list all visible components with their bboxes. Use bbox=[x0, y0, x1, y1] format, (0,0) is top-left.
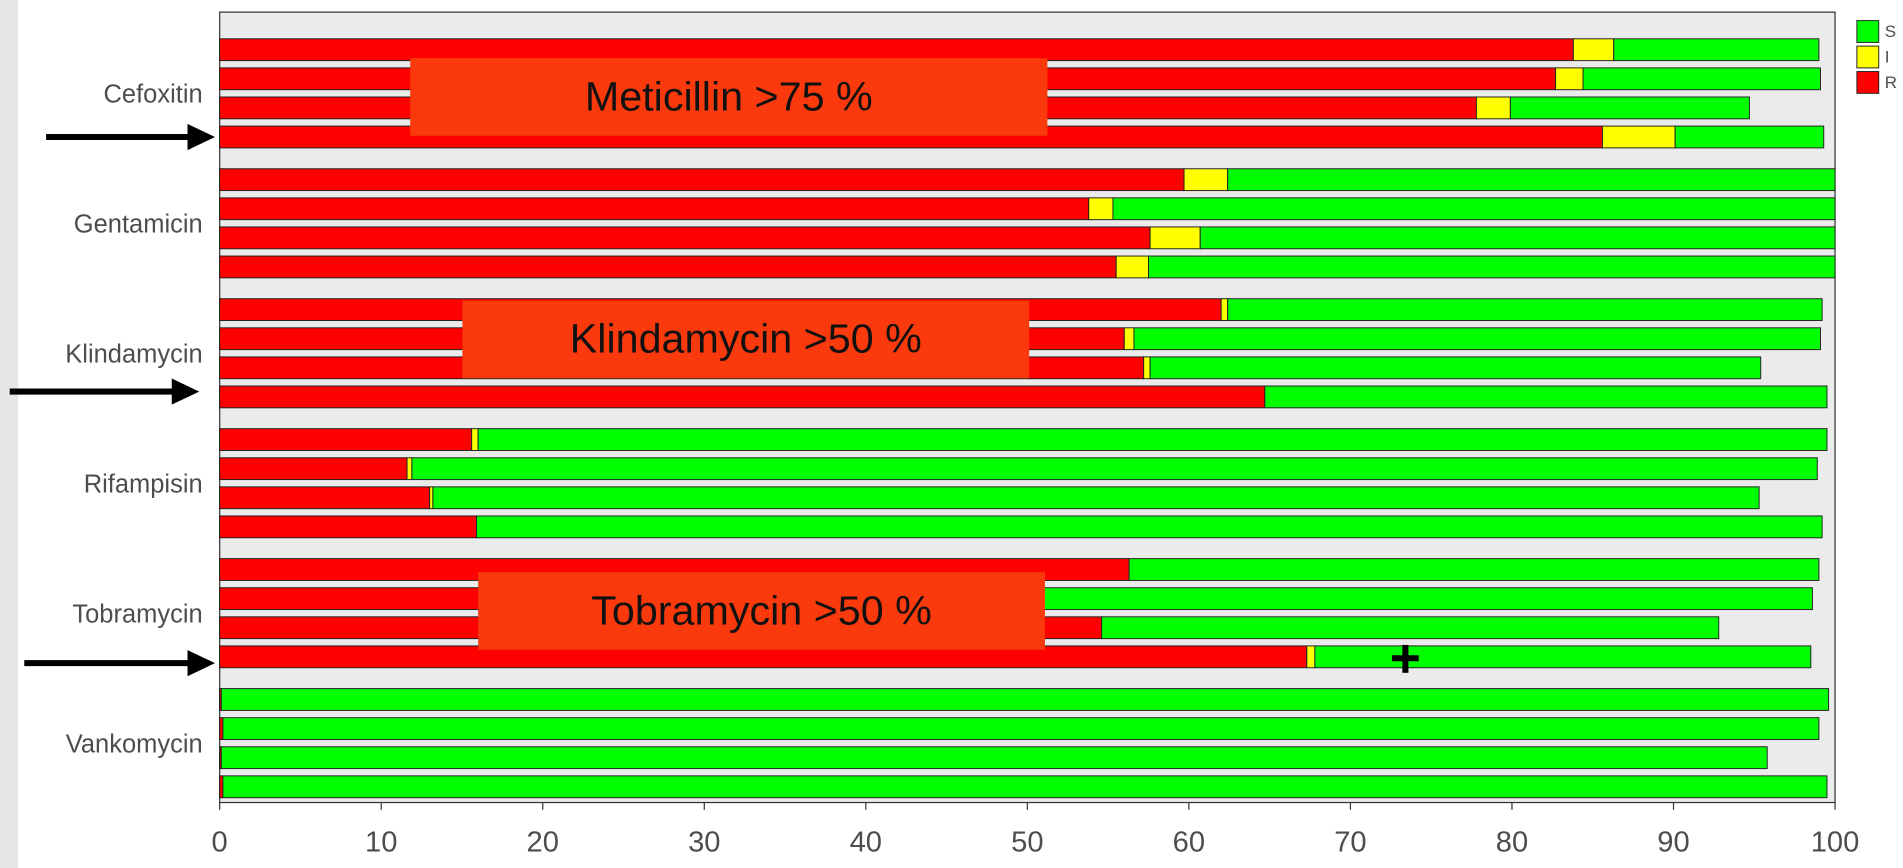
bar-segment bbox=[1314, 645, 1812, 669]
annotation-box bbox=[410, 58, 1048, 136]
bar-segment bbox=[220, 688, 1830, 711]
arrow-head bbox=[187, 650, 216, 677]
bar-segment bbox=[1509, 96, 1750, 120]
bar-segment bbox=[1149, 356, 1762, 380]
y-tick-label: Vankomycin bbox=[66, 730, 203, 758]
x-tick-label: 0 bbox=[212, 826, 228, 858]
bar-segment bbox=[219, 168, 1185, 192]
x-tick-label: 10 bbox=[365, 826, 397, 858]
bar-segment bbox=[477, 428, 1828, 451]
bar-segment bbox=[1149, 226, 1201, 250]
bar-segment bbox=[1128, 558, 1820, 581]
x-tick-label: 60 bbox=[1173, 826, 1205, 858]
legend-label: S bbox=[1885, 22, 1896, 41]
bar-segment bbox=[1582, 67, 1821, 91]
bar-segment bbox=[406, 457, 413, 481]
bar-segment bbox=[1115, 255, 1149, 279]
arrow-head bbox=[187, 123, 216, 151]
legend-swatch bbox=[1856, 45, 1880, 69]
bar-segment bbox=[1183, 168, 1229, 192]
x-tick-label: 100 bbox=[1811, 826, 1860, 858]
bar-segment bbox=[1143, 356, 1151, 380]
bar-segment bbox=[1133, 327, 1821, 351]
bar-segment bbox=[219, 385, 1266, 409]
annotation-box bbox=[462, 300, 1030, 379]
bar-segment bbox=[471, 428, 479, 451]
bar-segment bbox=[1227, 168, 1836, 192]
annotation: Tobramycin >50 % bbox=[591, 587, 932, 633]
bar-segment bbox=[1572, 38, 1615, 62]
arrow-head bbox=[171, 378, 200, 405]
legend-label: I bbox=[1885, 48, 1890, 67]
legend-swatch bbox=[1856, 71, 1880, 94]
bar-segment bbox=[219, 38, 1574, 62]
bar-segment bbox=[1088, 197, 1114, 221]
annotation: Meticillin >75 % bbox=[585, 73, 873, 119]
y-tick-label: Rifampisin bbox=[84, 470, 203, 498]
x-tick-label: 90 bbox=[1657, 826, 1689, 858]
annotation: Klindamycin >50 % bbox=[570, 316, 922, 362]
bar-segment bbox=[219, 515, 477, 539]
bar-segment bbox=[432, 486, 1760, 510]
bar-segment bbox=[220, 746, 1768, 770]
bar-segment bbox=[1148, 255, 1836, 279]
bar-segment bbox=[1199, 226, 1836, 250]
y-tick-label: Gentamicin bbox=[74, 210, 203, 238]
bar-segment bbox=[1123, 327, 1135, 351]
x-tick-label: 70 bbox=[1334, 826, 1366, 858]
bar-segment bbox=[219, 197, 1090, 221]
bar-segment bbox=[219, 428, 473, 451]
bar-segment bbox=[1227, 298, 1823, 322]
arrows bbox=[9, 123, 1419, 677]
axes: Cefoxitin Gentamicin Klindamycin Rifampisin… bbox=[65, 20, 1897, 858]
bar-segment bbox=[1101, 616, 1720, 640]
bar-segment bbox=[1306, 645, 1316, 669]
bar-segment bbox=[219, 255, 1117, 279]
annotation-box bbox=[478, 572, 1045, 650]
x-tick-label: 80 bbox=[1496, 826, 1528, 858]
bar-segment bbox=[1674, 125, 1825, 149]
bar-segment bbox=[219, 457, 408, 481]
bar-segment bbox=[222, 775, 1828, 799]
x-tick-label: 40 bbox=[850, 826, 882, 858]
left-strip bbox=[0, 0, 19, 868]
legend-label: R bbox=[1885, 73, 1897, 92]
x-tick-label: 20 bbox=[527, 826, 559, 858]
bar-segment bbox=[411, 457, 1818, 481]
bar-segment bbox=[1043, 587, 1813, 611]
y-tick-label: Cefoxitin bbox=[104, 81, 203, 109]
y-tick-label: Tobramycin bbox=[72, 600, 202, 628]
x-tick-label: 50 bbox=[1011, 826, 1043, 858]
annotations: Meticillin >75 % Klindamycin >50 % Tobramy… bbox=[410, 58, 1048, 650]
bar-segment bbox=[222, 717, 1820, 740]
bar-segment bbox=[476, 515, 1823, 539]
y-tick-label: Klindamycin bbox=[65, 340, 202, 368]
bar-segment bbox=[1220, 298, 1229, 322]
bar-segment bbox=[1601, 125, 1676, 149]
bar-segment bbox=[1264, 385, 1828, 409]
bar-segment bbox=[1112, 197, 1836, 221]
bar-segment bbox=[1613, 38, 1820, 62]
bar-segment bbox=[1475, 96, 1511, 120]
bar-segment bbox=[219, 486, 431, 510]
legend-swatch bbox=[1856, 20, 1880, 43]
x-tick-label: 30 bbox=[688, 826, 720, 858]
bar-segment bbox=[219, 226, 1151, 250]
bar-segment bbox=[1555, 67, 1584, 91]
